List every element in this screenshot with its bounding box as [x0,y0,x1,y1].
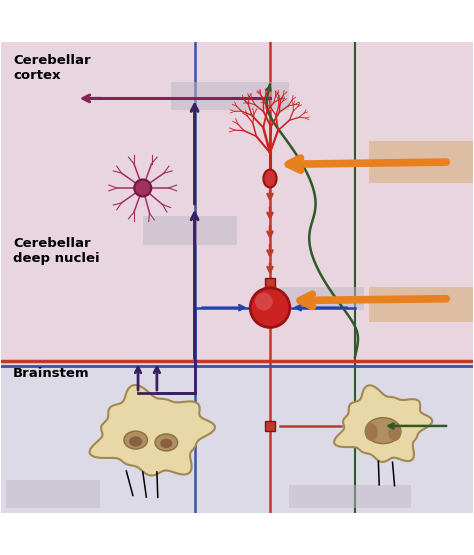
Circle shape [250,288,290,327]
Ellipse shape [155,434,178,451]
Bar [265,421,275,431]
Bar [1,42,473,362]
Polygon shape [90,385,215,476]
Bar [1,362,473,513]
Circle shape [134,179,151,196]
Bar [265,278,275,289]
Ellipse shape [160,438,173,448]
Bar [279,287,364,310]
Text: Cerebellar
cortex: Cerebellar cortex [13,54,91,82]
Ellipse shape [388,423,401,441]
Text: Cerebellar
deep nuclei: Cerebellar deep nuclei [13,238,100,265]
Bar [6,480,100,508]
Bar [289,485,411,508]
Ellipse shape [124,431,147,449]
Text: Brainstem: Brainstem [13,367,90,380]
Ellipse shape [365,418,401,443]
Bar [143,216,237,245]
Ellipse shape [264,170,277,188]
Ellipse shape [365,423,378,441]
Circle shape [255,292,273,310]
Bar [369,141,473,183]
Polygon shape [334,385,432,462]
Bar [171,82,289,110]
Bar [369,287,473,322]
Ellipse shape [129,436,142,447]
